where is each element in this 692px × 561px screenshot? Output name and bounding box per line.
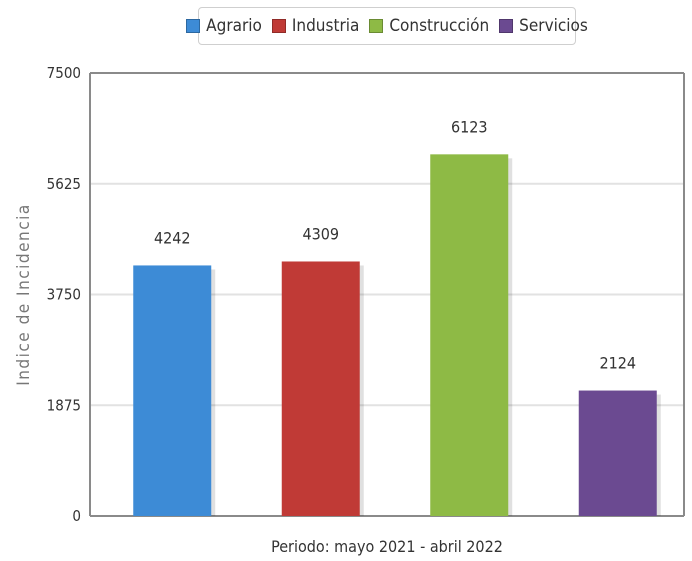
- data-label: 6123: [451, 117, 488, 136]
- bar: [578, 390, 657, 516]
- data-label: 4309: [302, 224, 339, 243]
- x-axis-label: Periodo: mayo 2021 - abril 2022: [271, 537, 503, 556]
- legend-swatch: [186, 19, 201, 33]
- y-tick-label: 3750: [47, 286, 81, 304]
- legend-label: Agrario: [206, 16, 262, 36]
- legend-label: Construcción: [389, 16, 490, 36]
- legend-item[interactable]: Servicios: [499, 16, 588, 36]
- legend-swatch: [369, 19, 384, 33]
- bar: [133, 265, 212, 516]
- legend-swatch: [271, 19, 286, 33]
- legend-swatch: [499, 19, 514, 33]
- legend-item[interactable]: Industria: [271, 16, 360, 36]
- data-label: 4242: [154, 228, 191, 247]
- legend-label: Servicios: [519, 16, 588, 36]
- data-label: 2124: [599, 354, 636, 373]
- legend-label: Industria: [291, 16, 360, 36]
- y-tick-label: 1875: [47, 396, 81, 414]
- y-tick-label: 0: [72, 507, 81, 525]
- y-tick-label: 5625: [47, 175, 81, 193]
- y-axis-label: Indice de Incidencia: [14, 203, 34, 386]
- bar: [281, 261, 360, 516]
- bar: [430, 154, 509, 517]
- legend: Agrario Industria Construcción Servicios: [186, 7, 588, 45]
- legend-item[interactable]: Agrario: [186, 16, 262, 36]
- y-tick-label: 7500: [47, 64, 81, 82]
- legend-item[interactable]: Construcción: [369, 16, 489, 36]
